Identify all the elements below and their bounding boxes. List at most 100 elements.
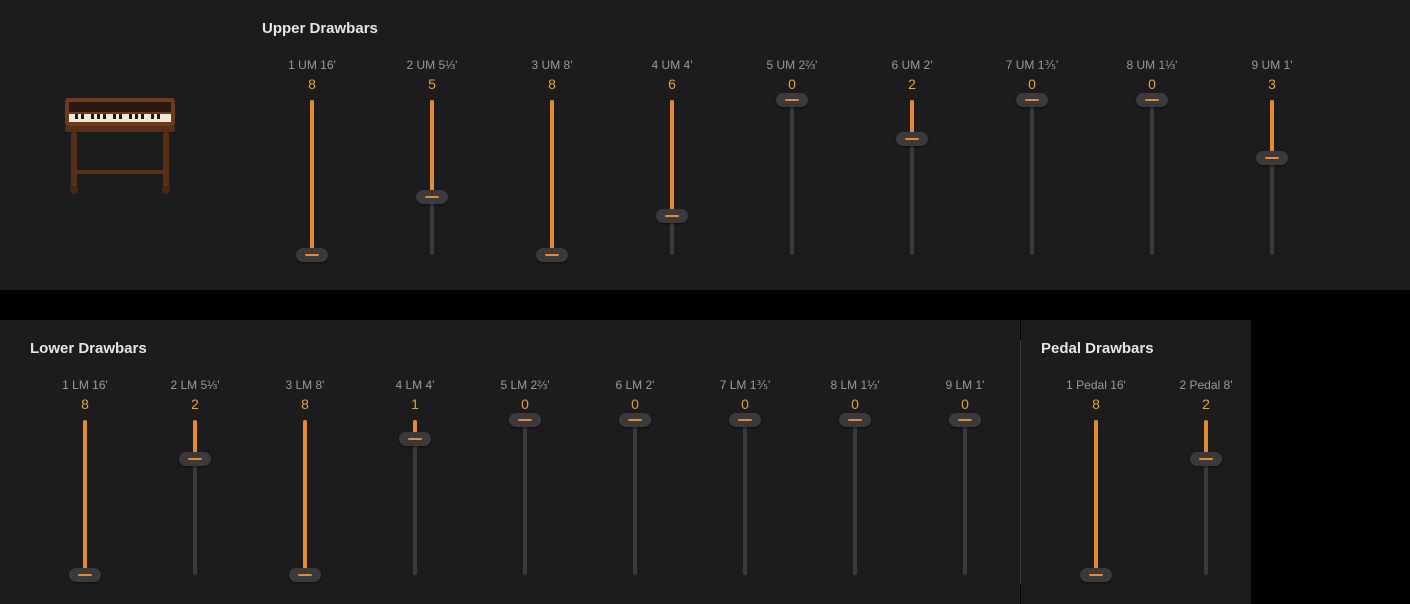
- drawbar-slider[interactable]: [413, 420, 417, 575]
- slider-fill: [430, 100, 434, 197]
- drawbar-label: 7 UM 1⅗': [1006, 58, 1059, 72]
- drawbar: 5 LM 2⅔'0: [470, 378, 580, 575]
- slider-handle[interactable]: [896, 132, 928, 146]
- upper-drawbars-panel: Upper Drawbars 1 UM 16'82 UM 5⅓'53 UM 8'…: [0, 0, 1410, 290]
- slider-handle[interactable]: [776, 93, 808, 107]
- slider-fill: [303, 420, 307, 575]
- pedal-drawbars-panel: Pedal Drawbars 1 Pedal 16'82 Pedal 8'2: [1021, 320, 1251, 604]
- drawbar: 3 UM 8' 8: [492, 58, 612, 255]
- drawbar-label: 1 LM 16': [62, 378, 108, 392]
- drawbar-slider[interactable]: [193, 420, 197, 575]
- drawbar: 7 UM 1⅗' 0: [972, 58, 1092, 255]
- slider-handle[interactable]: [1256, 151, 1288, 165]
- drawbar-slider[interactable]: [550, 100, 554, 255]
- drawbar-slider[interactable]: [1094, 420, 1098, 575]
- upper-section-title: Upper Drawbars: [262, 20, 378, 37]
- slider-fill: [1270, 100, 1274, 158]
- drawbar-value: 8: [1092, 396, 1100, 412]
- drawbar-value: 0: [1028, 76, 1036, 92]
- lower-section-title: Lower Drawbars: [30, 340, 990, 357]
- drawbar-slider[interactable]: [633, 420, 637, 575]
- drawbar-slider[interactable]: [310, 100, 314, 255]
- drawbar-slider[interactable]: [430, 100, 434, 255]
- drawbar-label: 2 UM 5⅓': [407, 58, 458, 72]
- slider-handle[interactable]: [839, 413, 871, 427]
- slider-handle[interactable]: [399, 432, 431, 446]
- slider-handle[interactable]: [289, 568, 321, 582]
- slider-handle[interactable]: [1080, 568, 1112, 582]
- drawbar-label: 5 LM 2⅔': [501, 378, 550, 392]
- drawbar-slider[interactable]: [963, 420, 967, 575]
- drawbar: 4 UM 4'6: [612, 58, 732, 255]
- slider-handle[interactable]: [69, 568, 101, 582]
- slider-handle[interactable]: [729, 413, 761, 427]
- drawbar-slider[interactable]: [910, 100, 914, 255]
- right-blank-area: [1251, 320, 1410, 604]
- drawbar-label: 9 UM 1': [1252, 58, 1293, 72]
- slider-handle[interactable]: [179, 452, 211, 466]
- drawbar-value: 8: [81, 396, 89, 412]
- slider-handle[interactable]: [296, 248, 328, 262]
- drawbar-label: 1 Pedal 16': [1066, 378, 1126, 392]
- drawbar-slider[interactable]: [83, 420, 87, 575]
- slider-fill: [83, 420, 87, 575]
- drawbar-label: 8 UM 1⅓': [1127, 58, 1178, 72]
- drawbar-value: 3: [1268, 76, 1276, 92]
- drawbar-value: 0: [741, 396, 749, 412]
- slider-fill: [1094, 420, 1098, 575]
- drawbar-slider[interactable]: [853, 420, 857, 575]
- slider-handle[interactable]: [536, 248, 568, 262]
- drawbar-value: 1: [411, 396, 419, 412]
- drawbar-value: 2: [1202, 396, 1210, 412]
- drawbar-slider[interactable]: [523, 420, 527, 575]
- drawbar: 8 UM 1⅓' 0: [1092, 58, 1212, 255]
- slider-handle[interactable]: [1190, 452, 1222, 466]
- organ-icon: [55, 70, 185, 200]
- drawbar-value: 0: [788, 76, 796, 92]
- slider-handle[interactable]: [949, 413, 981, 427]
- drawbar-value: 0: [1148, 76, 1156, 92]
- panel-gap: [0, 290, 1410, 320]
- slider-fill: [310, 100, 314, 255]
- drawbar-slider[interactable]: [1204, 420, 1208, 575]
- slider-handle[interactable]: [1016, 93, 1048, 107]
- drawbar: 3 LM 8'8: [250, 378, 360, 575]
- drawbar-value: 0: [851, 396, 859, 412]
- drawbar-slider[interactable]: [1270, 100, 1274, 255]
- slider-fill: [670, 100, 674, 216]
- drawbar-label: 3 UM 8': [532, 58, 573, 72]
- drawbar-slider[interactable]: [790, 100, 794, 255]
- slider-handle[interactable]: [619, 413, 651, 427]
- drawbar-label: 2 LM 5⅓': [171, 378, 220, 392]
- drawbar: 9 LM 1'0: [910, 378, 1020, 575]
- drawbar-slider[interactable]: [1150, 100, 1154, 255]
- drawbar: 1 LM 16' 8: [30, 378, 140, 575]
- drawbar-slider[interactable]: [1030, 100, 1034, 255]
- lower-drawbars-panel: Lower Drawbars 1 LM 16' 8 2 LM 5⅓' 2 3 LM 8'…: [0, 320, 1020, 604]
- drawbar-value: 2: [191, 396, 199, 412]
- drawbar-slider[interactable]: [303, 420, 307, 575]
- drawbar-label: 4 LM 4': [396, 378, 435, 392]
- slider-handle[interactable]: [416, 190, 448, 204]
- slider-handle[interactable]: [509, 413, 541, 427]
- drawbar-label: 5 UM 2⅔': [767, 58, 818, 72]
- drawbar-label: 6 UM 2': [892, 58, 933, 72]
- drawbar-label: 7 LM 1⅗': [720, 378, 771, 392]
- drawbar-value: 8: [548, 76, 556, 92]
- drawbar: 8 LM 1⅓'0: [800, 378, 910, 575]
- drawbar-value: 0: [631, 396, 639, 412]
- drawbar-slider[interactable]: [670, 100, 674, 255]
- slider-fill: [550, 100, 554, 255]
- drawbar: 6 UM 2'2: [852, 58, 972, 255]
- drawbar-label: 3 LM 8': [286, 378, 325, 392]
- slider-handle[interactable]: [656, 209, 688, 223]
- drawbar-slider[interactable]: [743, 420, 747, 575]
- drawbar-label: 4 UM 4': [652, 58, 693, 72]
- drawbar: 7 LM 1⅗' 0: [690, 378, 800, 575]
- drawbar: 2 UM 5⅓'5: [372, 58, 492, 255]
- drawbar-label: 9 LM 1': [946, 378, 985, 392]
- drawbar: 1 Pedal 16' 8: [1041, 378, 1151, 575]
- drawbar: 2 Pedal 8'2: [1151, 378, 1261, 575]
- pedal-section-title: Pedal Drawbars: [1041, 340, 1231, 357]
- slider-handle[interactable]: [1136, 93, 1168, 107]
